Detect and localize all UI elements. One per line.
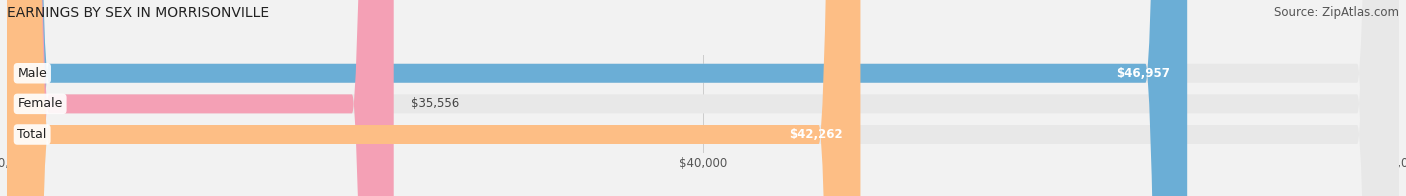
Text: Male: Male <box>17 67 48 80</box>
FancyBboxPatch shape <box>7 0 1399 196</box>
Text: $42,262: $42,262 <box>789 128 844 141</box>
FancyBboxPatch shape <box>7 0 1399 196</box>
FancyBboxPatch shape <box>7 0 860 196</box>
Text: $35,556: $35,556 <box>411 97 460 110</box>
Text: Total: Total <box>17 128 46 141</box>
Text: Female: Female <box>17 97 63 110</box>
FancyBboxPatch shape <box>7 0 394 196</box>
Text: Source: ZipAtlas.com: Source: ZipAtlas.com <box>1274 6 1399 19</box>
Text: EARNINGS BY SEX IN MORRISONVILLE: EARNINGS BY SEX IN MORRISONVILLE <box>7 6 269 20</box>
FancyBboxPatch shape <box>7 0 1399 196</box>
Text: $46,957: $46,957 <box>1116 67 1170 80</box>
FancyBboxPatch shape <box>7 0 1187 196</box>
